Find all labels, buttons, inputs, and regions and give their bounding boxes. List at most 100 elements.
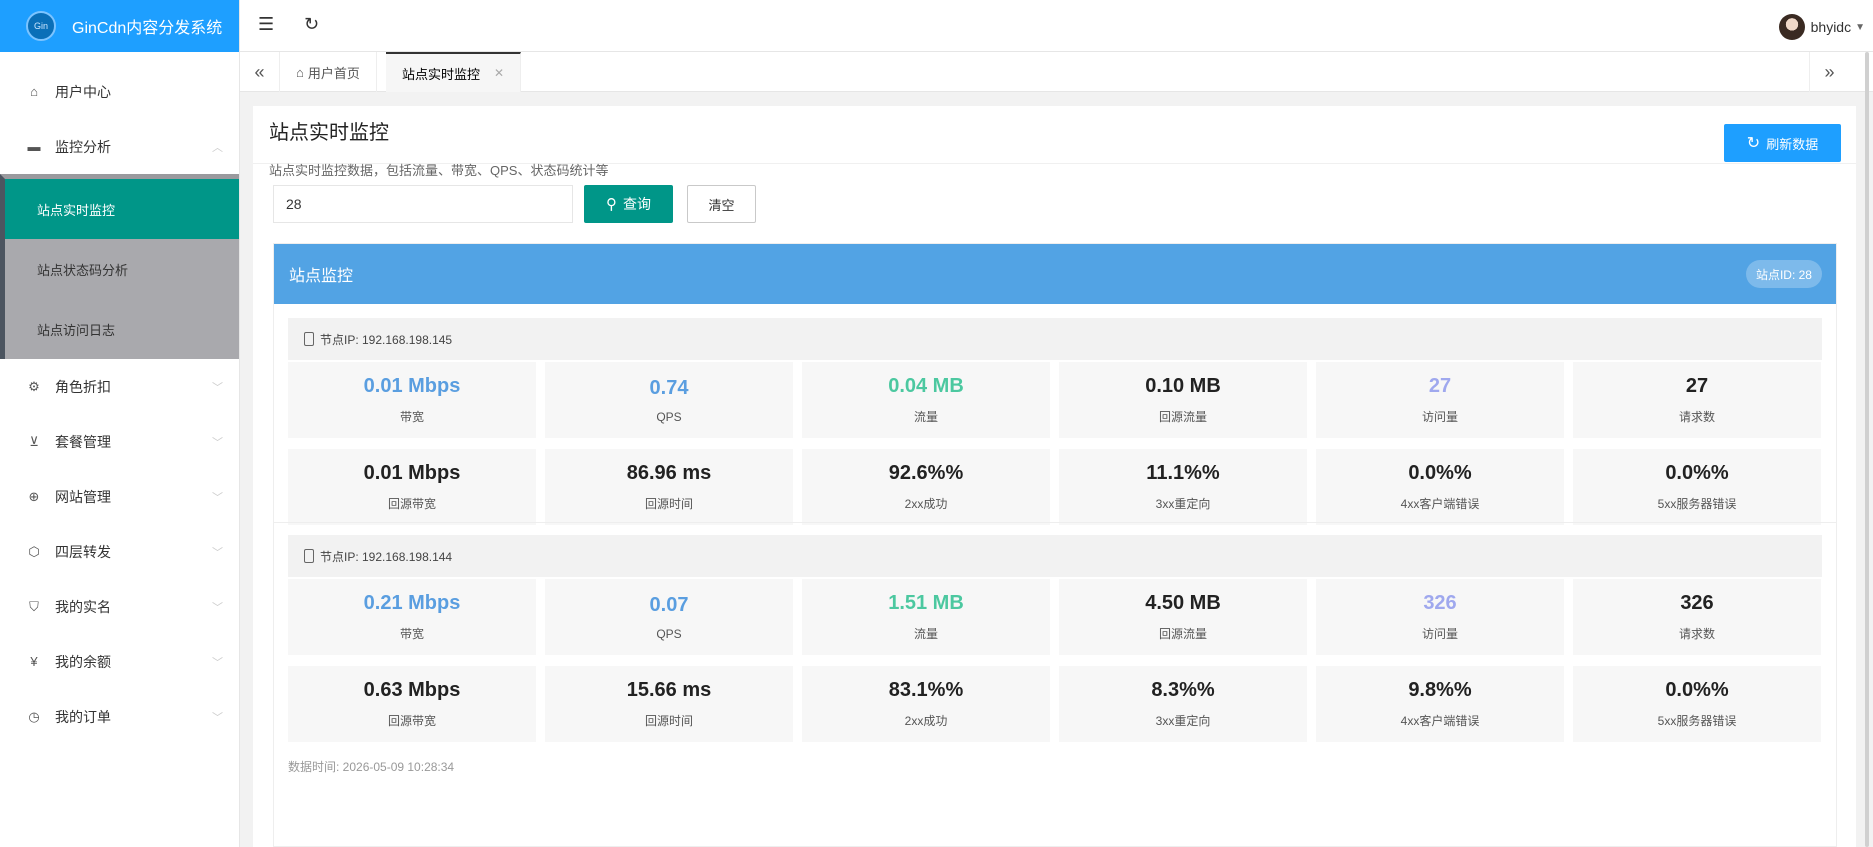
metric-label: 请求数 bbox=[1678, 627, 1715, 641]
sidebar-item-role-discount[interactable]: ⚙ 角色折扣 ﹀ bbox=[0, 359, 239, 414]
sidebar-item-label: 我的余额 bbox=[55, 653, 111, 670]
sidebar-item-label: 四层转发 bbox=[55, 543, 111, 560]
globe-icon: ⊕ bbox=[28, 488, 40, 504]
sidebar-item-website[interactable]: ⊕ 网站管理 ﹀ bbox=[0, 469, 239, 524]
metric-card: 0.0%% 5xx服务器错误 bbox=[1573, 449, 1821, 525]
metric-value: 4.50 MB bbox=[1145, 592, 1221, 614]
chevron-down-icon: ﹀ bbox=[212, 491, 223, 504]
main-content: 站点实时监控 站点实时监控数据，包括流量、带宽、QPS、状态码统计等 ↻ 刷新数… bbox=[253, 106, 1856, 847]
metric-card: 1.51 MB 流量 bbox=[802, 579, 1050, 655]
site-id-badge: 站点ID: 28 bbox=[1745, 260, 1822, 288]
sidebar-subitem-access-log[interactable]: 站点访问日志 bbox=[37, 322, 116, 338]
metric-card: 0.0%% 4xx客户端错误 bbox=[1316, 449, 1564, 525]
site-monitor-panel: 站点监控 站点ID: 28 节点IP: 192.168.198.145 0.01 … bbox=[273, 243, 1837, 847]
sidebar-subitem-status-code[interactable]: 站点状态码分析 bbox=[37, 262, 129, 278]
metric-card: 0.01 Mbps 带宽 bbox=[288, 362, 536, 438]
metric-value: 9.8%% bbox=[1408, 679, 1472, 701]
metric-label: 回源带宽 bbox=[387, 497, 436, 511]
site-id-input[interactable] bbox=[273, 185, 573, 223]
app-logo[interactable]: Gin GinCdn内容分发系统 bbox=[0, 0, 239, 52]
refresh-data-label: 刷新数据 bbox=[1766, 136, 1819, 152]
metric-value: 0.04 MB bbox=[888, 375, 964, 397]
node-ip-header: 节点IP: 192.168.198.144 bbox=[288, 535, 1822, 577]
sidebar-item-layer4[interactable]: ⬡ 四层转发 ﹀ bbox=[0, 524, 239, 579]
tab-realtime-monitor[interactable]: 站点实时监控 ✕ bbox=[386, 52, 522, 92]
sidebar-item-balance[interactable]: ¥ 我的余额 ﹀ bbox=[0, 634, 239, 689]
metric-value: 27 bbox=[1685, 375, 1709, 397]
user-menu[interactable]: bhyidc ▼ bbox=[1778, 14, 1865, 40]
metric-card: 8.3%% 3xx重定向 bbox=[1059, 666, 1307, 742]
metric-value: 0.0%% bbox=[1665, 462, 1729, 484]
chevron-down-icon: ﹀ bbox=[212, 436, 223, 449]
tabs-scroll-left-icon[interactable]: « bbox=[240, 52, 280, 92]
close-icon[interactable]: ✕ bbox=[494, 66, 505, 80]
node-divider bbox=[274, 522, 1836, 523]
query-button[interactable]: ⚲ 查询 bbox=[584, 185, 673, 223]
tab-home[interactable]: ⌂ 用户首页 bbox=[280, 52, 377, 92]
page-scrollbar[interactable] bbox=[1865, 52, 1871, 847]
sidebar-item-orders[interactable]: ◷ 我的订单 ﹀ bbox=[0, 689, 239, 744]
metric-label: 访问量 bbox=[1421, 627, 1458, 641]
metric-value: 0.07 bbox=[649, 593, 689, 616]
metric-card: 0.10 MB 回源流量 bbox=[1059, 362, 1307, 438]
monitor-icon: ▬ bbox=[27, 139, 41, 154]
metric-card: 15.66 ms 回源时间 bbox=[545, 666, 793, 742]
sidebar-subitem-realtime[interactable]: 站点实时监控 bbox=[5, 179, 239, 239]
metric-label: 4xx客户端错误 bbox=[1400, 497, 1480, 511]
panel-header: 站点监控 站点ID: 28 bbox=[274, 244, 1836, 304]
sidebar-item-realname[interactable]: ⛉ 我的实名 ﹀ bbox=[0, 579, 239, 634]
refresh-data-button[interactable]: ↻ 刷新数据 bbox=[1724, 124, 1841, 162]
metric-value: 8.3%% bbox=[1151, 679, 1215, 701]
sidebar-item-user-center[interactable]: ⌂ 用户中心 bbox=[0, 64, 239, 119]
query-label: 查询 bbox=[623, 196, 651, 212]
metric-label: 3xx重定向 bbox=[1155, 714, 1211, 728]
metric-card: 9.8%% 4xx客户端错误 bbox=[1316, 666, 1564, 742]
metric-value: 86.96 ms bbox=[626, 462, 712, 484]
metric-card: 86.96 ms 回源时间 bbox=[545, 449, 793, 525]
metric-value: 27 bbox=[1428, 375, 1452, 397]
node-card: 节点IP: 192.168.198.145 0.01 Mbps 带宽 0.74 QPS 0… bbox=[288, 318, 1822, 558]
node-card: 节点IP: 192.168.198.144 0.21 Mbps 带宽 0.07 QPS 1… bbox=[288, 535, 1822, 775]
metric-card: 27 请求数 bbox=[1573, 362, 1821, 438]
home-icon: ⌂ bbox=[30, 84, 38, 99]
menu-toggle-icon[interactable]: ☰ bbox=[258, 14, 275, 34]
metric-label: 带宽 bbox=[399, 627, 424, 641]
metric-label: 请求数 bbox=[1678, 410, 1715, 424]
metrics-grid: 0.01 Mbps 带宽 0.74 QPS 0.04 MB 流量 0.10 MB 回源流量 27… bbox=[288, 360, 1822, 525]
metric-label: 回源流量 bbox=[1158, 627, 1207, 641]
sidebar-item-package[interactable]: ⊻ 套餐管理 ﹀ bbox=[0, 414, 239, 469]
data-timestamp: 数据时间: 2026-05-09 10:28:34 bbox=[288, 760, 455, 774]
metric-label: 访问量 bbox=[1421, 410, 1458, 424]
sidebar: Gin GinCdn内容分发系统 ⌂ 用户中心 ▬ 监控分析 ︿ 站点实时监控 … bbox=[0, 0, 240, 847]
metric-card: 0.21 Mbps 带宽 bbox=[288, 579, 536, 655]
clear-button[interactable]: 清空 bbox=[687, 185, 756, 223]
sidebar-item-monitor[interactable]: ▬ 监控分析 ︿ bbox=[0, 119, 239, 174]
chevron-down-icon: ﹀ bbox=[212, 601, 223, 614]
metric-value: 0.0%% bbox=[1665, 679, 1729, 701]
metric-card: 0.04 MB 流量 bbox=[802, 362, 1050, 438]
chevron-up-icon: ︿ bbox=[212, 141, 223, 154]
metric-card: 326 访问量 bbox=[1316, 579, 1564, 655]
metric-label: 带宽 bbox=[399, 410, 424, 424]
metric-card: 11.1%% 3xx重定向 bbox=[1059, 449, 1307, 525]
metric-label: 5xx服务器错误 bbox=[1657, 714, 1737, 728]
top-header: ☰ ↻ bhyidc ▼ bbox=[240, 0, 1873, 52]
refresh-icon[interactable]: ↻ bbox=[304, 14, 320, 34]
page-title: 站点实时监控 bbox=[269, 122, 389, 144]
device-icon bbox=[304, 549, 314, 563]
avatar bbox=[1778, 14, 1805, 40]
metric-value: 0.10 MB bbox=[1145, 375, 1221, 397]
tab-label: 站点实时监控 bbox=[402, 66, 481, 82]
metric-label: 5xx服务器错误 bbox=[1657, 497, 1737, 511]
sidebar-item-label: 套餐管理 bbox=[55, 433, 111, 450]
home-icon: ⌂ bbox=[296, 64, 304, 80]
panel-title: 站点监控 bbox=[289, 268, 354, 285]
metric-value: 0.74 bbox=[649, 376, 689, 399]
metric-label: QPS bbox=[656, 626, 682, 641]
metric-label: 回源流量 bbox=[1158, 410, 1207, 424]
metric-label: 回源时间 bbox=[644, 714, 693, 728]
sidebar-submenu-monitor: 站点实时监控 站点状态码分析 站点访问日志 bbox=[0, 174, 239, 359]
metric-card: 27 访问量 bbox=[1316, 362, 1564, 438]
tabs-scroll-right-icon[interactable]: » bbox=[1809, 52, 1849, 92]
scrollbar-thumb[interactable] bbox=[1865, 52, 1869, 847]
